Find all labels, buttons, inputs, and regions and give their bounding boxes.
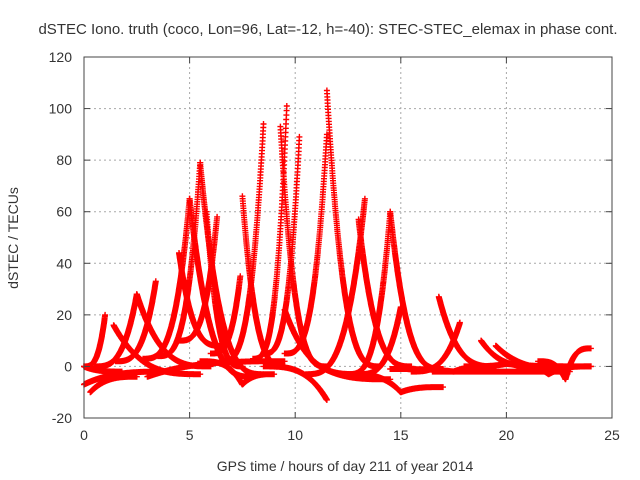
y-tick-label: 120 [49, 49, 73, 65]
x-tick-label: 25 [604, 427, 620, 443]
arc-markers [260, 133, 303, 357]
arc-series [81, 311, 109, 370]
arc-markers [81, 311, 109, 370]
arc-markers [176, 213, 221, 344]
arc-series [387, 208, 446, 372]
x-axis-label: GPS time / hours of day 211 of year 2014 [217, 458, 474, 474]
arc-markers [302, 195, 368, 378]
arc-series [176, 213, 221, 344]
arc-markers [514, 363, 594, 378]
x-tick-label: 0 [80, 427, 88, 443]
x-tick-label: 15 [393, 427, 409, 443]
arc-series [514, 363, 594, 378]
x-tick-label: 20 [499, 427, 515, 443]
arc-series [207, 273, 244, 357]
arc-markers [87, 373, 140, 396]
arc-series [281, 131, 330, 357]
y-tick-label: 60 [56, 204, 72, 220]
arc-markers [281, 131, 330, 357]
arc-markers [387, 208, 446, 372]
arc-series [260, 133, 303, 357]
arc-series [218, 121, 267, 365]
arc-markers [218, 121, 267, 365]
arc-markers [535, 345, 594, 383]
arc-series [87, 373, 140, 396]
arc-markers [197, 358, 278, 388]
x-tick-label: 5 [186, 427, 194, 443]
arc-series [154, 159, 204, 360]
y-axis-label: dSTEC / TECUs [5, 187, 21, 289]
arc-series [345, 371, 446, 396]
arc-series [302, 195, 368, 378]
data-marks [81, 87, 594, 403]
y-tick-label: -20 [52, 410, 72, 426]
y-tick-label: 20 [56, 307, 72, 323]
arc-series [535, 345, 594, 383]
plot-frame [83, 56, 613, 419]
axis-ticks: 0 5 10 15 20 25 -20 0 20 40 60 80 100 120 [49, 49, 620, 443]
arc-markers [154, 159, 204, 360]
arc-markers [207, 273, 244, 357]
arc-series [197, 358, 278, 388]
y-tick-label: 100 [49, 101, 73, 117]
chart-title: dSTEC Iono. truth (coco, Lon=96, Lat=-12… [38, 21, 617, 38]
x-tick-label: 10 [287, 427, 303, 443]
y-tick-label: 0 [64, 358, 72, 374]
y-tick-label: 40 [56, 255, 72, 271]
arc-markers [345, 371, 446, 396]
y-tick-label: 80 [56, 152, 72, 168]
